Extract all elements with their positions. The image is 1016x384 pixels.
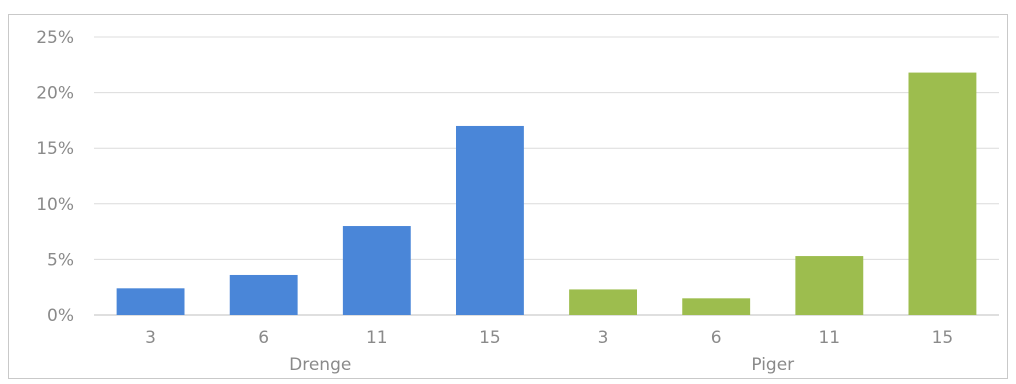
bar [342, 226, 411, 315]
group-label: Drenge [289, 355, 351, 375]
y-tick-label: 20% [36, 84, 74, 104]
y-tick-label: 0% [47, 306, 74, 326]
bar [682, 298, 751, 315]
x-tick-label: 6 [258, 328, 269, 348]
bar [795, 256, 864, 315]
bar [908, 72, 977, 315]
bar [116, 288, 185, 315]
x-tick-label: 3 [145, 328, 156, 348]
bar [569, 289, 637, 315]
x-tick-label: 15 [479, 328, 501, 348]
x-tick-label: 15 [932, 328, 954, 348]
y-tick-label: 5% [47, 250, 74, 270]
group-label: Piger [751, 355, 794, 375]
chart-frame: 0% 5% 10% 15% 20% 25% 3 6 11 15 Drenge 3 6 11 15 Piger [8, 14, 1008, 379]
y-tick-label: 15% [36, 139, 74, 159]
x-tick-label: 3 [598, 328, 609, 348]
y-tick-label: 25% [36, 28, 74, 48]
x-tick-label: 11 [818, 328, 840, 348]
bar [456, 125, 524, 316]
bar-chart: 0% 5% 10% 15% 20% 25% 3 6 11 15 Drenge 3 6 11 15 Piger [36, 28, 999, 375]
bar [229, 274, 298, 315]
y-tick-label: 10% [36, 195, 74, 215]
x-tick-label: 11 [366, 328, 388, 348]
x-tick-label: 6 [711, 328, 722, 348]
